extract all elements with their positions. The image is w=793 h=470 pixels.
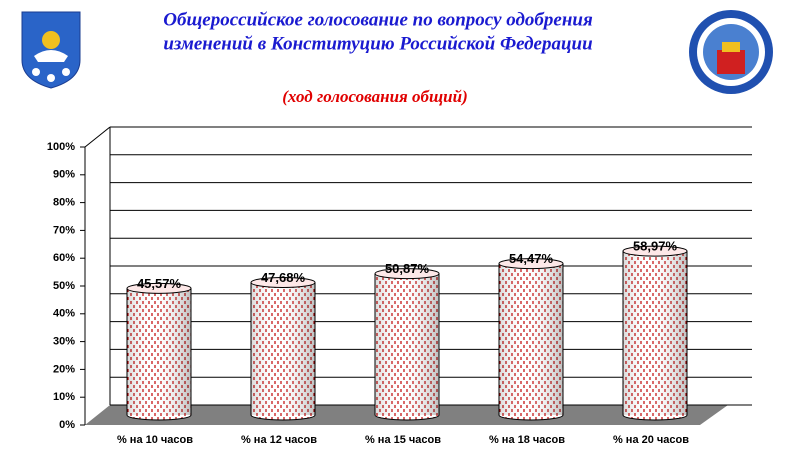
left-emblem [21, 11, 81, 89]
bar-top [374, 268, 440, 280]
bar-top [250, 276, 316, 288]
chart-title: изменений в Конституцию Российской Федер… [163, 33, 592, 54]
bar-shade [623, 251, 687, 415]
chart-subtitle: (ход голосования общий) [282, 87, 468, 106]
wall-edge [84, 126, 111, 148]
y-tick-label: 50% [53, 280, 75, 292]
bar-top [622, 245, 688, 257]
chart-title: Общероссийское голосование по вопросу од… [163, 9, 593, 30]
bar-top [498, 258, 564, 270]
bar-shade [375, 273, 439, 415]
y-tick-label: 20% [53, 363, 75, 375]
y-tick-label: 90% [53, 169, 75, 181]
y-tick-label: 80% [53, 197, 75, 209]
y-tick-label: 30% [53, 336, 75, 348]
bar-shade [127, 288, 191, 415]
y-tick-label: 40% [53, 308, 75, 320]
x-tick-label: % на 15 часов [365, 434, 441, 446]
x-tick-label: % на 12 часов [241, 434, 317, 446]
x-tick-label: % на 18 часов [489, 434, 565, 446]
y-tick-label: 70% [53, 224, 75, 236]
value-label: 50,87% [385, 261, 430, 276]
value-label: 47,68% [261, 270, 306, 285]
bar-top [126, 282, 192, 294]
y-tick-label: 0% [59, 419, 75, 431]
value-label: 54,47% [509, 251, 554, 266]
y-tick-label: 10% [53, 391, 75, 403]
right-emblem [689, 10, 773, 94]
y-tick-label: 60% [53, 252, 75, 264]
value-label: 45,57% [137, 276, 182, 291]
x-tick-label: % на 20 часов [613, 434, 689, 446]
x-tick-label: % на 10 часов [117, 434, 193, 446]
bar-shade [251, 282, 315, 415]
bar-shade [499, 263, 563, 415]
y-tick-label: 100% [47, 141, 75, 153]
value-label: 58,97% [633, 239, 678, 254]
